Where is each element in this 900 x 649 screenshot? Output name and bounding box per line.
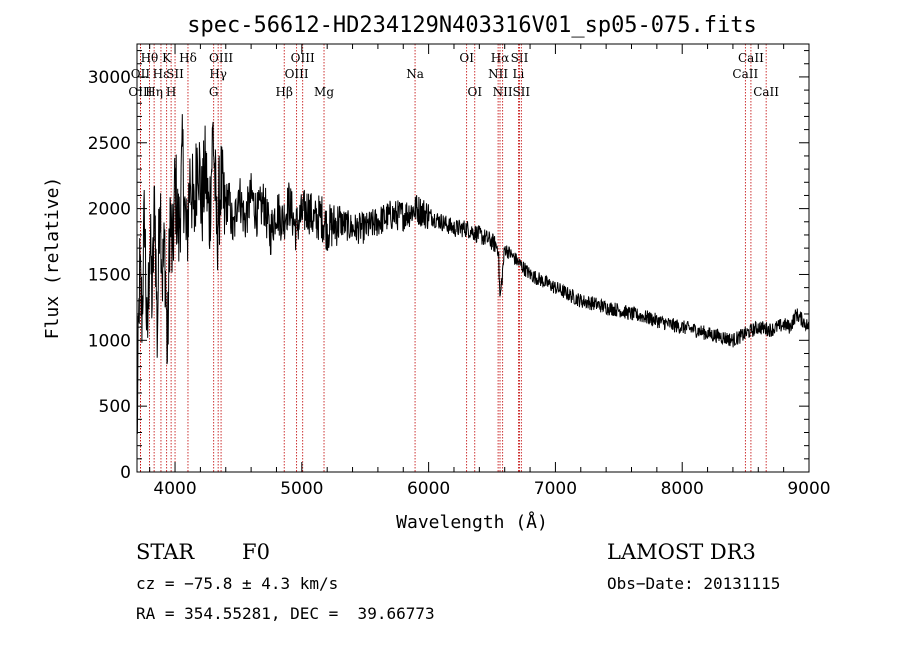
spectral-line-label: CaII: [732, 67, 758, 81]
survey-name: LAMOST DR3: [607, 540, 756, 564]
spectral-line-label: Hθ: [141, 51, 159, 65]
spectral-line-label: SII: [166, 67, 184, 81]
x-tick-label: 4000: [153, 479, 196, 499]
spectral-line-label: Hδ: [179, 51, 197, 65]
spectral-line-label: OIII: [291, 51, 315, 65]
spectral-line-label: Hγ: [209, 67, 227, 81]
x-axis-label: Wavelength (Å): [396, 511, 548, 533]
observation-date: Obs−Date: 20131115: [607, 574, 781, 593]
spectral-line-label: OIII: [128, 85, 152, 99]
spectrum-chart: spec-56612-HD234129N403316V01_sp05-075.f…: [42, 13, 831, 533]
spectral-line-label: Hβ: [276, 85, 293, 99]
plot-frame: [136, 43, 810, 473]
y-tick-label: 1500: [88, 265, 131, 285]
y-axis: 0 500 1000 1500 2000 2500 3000: [88, 50, 809, 483]
spectral-line-label: SII: [511, 51, 529, 65]
spectral-line-label: OIII: [285, 67, 309, 81]
spectral-line-label: SII: [512, 85, 530, 99]
x-tick-label: 8000: [661, 479, 704, 499]
x-axis: 4000 5000 6000 7000 8000 9000: [149, 44, 831, 499]
spectral-line-label: H: [166, 85, 176, 99]
spectral-line-label: G: [209, 85, 219, 99]
spectral-line-label: Hε: [153, 67, 170, 81]
y-tick-label: 500: [99, 397, 131, 417]
spectral-line-label: NII: [488, 67, 508, 81]
spectral-line-label: Na: [406, 67, 424, 81]
redshift-velocity: cz = −75.8 ± 4.3 km/s: [136, 574, 339, 593]
chart-title: spec-56612-HD234129N403316V01_sp05-075.f…: [187, 13, 757, 38]
spectral-line-label: K: [162, 51, 172, 65]
spectral-line-label: OIII: [209, 51, 233, 65]
spectral-line-label: CaII: [738, 51, 764, 65]
y-tick-label: 2000: [88, 200, 131, 220]
y-tick-label: 3000: [88, 68, 131, 88]
spectral-line-label: Hα: [491, 51, 510, 65]
spectral-line-label: Li: [512, 67, 524, 81]
flux-series-line: [136, 114, 810, 434]
spectral-line-label: CaII: [753, 85, 779, 99]
y-tick-label: 1000: [88, 331, 131, 351]
y-axis-label: Flux (relative): [42, 177, 63, 340]
x-tick-label: 9000: [787, 479, 830, 499]
spectral-line-label: NII: [493, 85, 513, 99]
spectral-line-label: OI: [459, 51, 474, 65]
spectral-line-label: Hη: [145, 85, 163, 99]
spectral-line-label: Mg: [314, 85, 334, 99]
x-tick-label: 6000: [407, 479, 450, 499]
y-tick-label: 2500: [88, 134, 131, 154]
x-tick-label: 7000: [534, 479, 577, 499]
x-tick-label: 5000: [280, 479, 323, 499]
coordinates: RA = 354.55281, DEC = 39.66773: [136, 604, 435, 623]
object-type: STAR: [136, 540, 195, 564]
y-tick-label: 0: [120, 463, 131, 483]
subclass: F0: [242, 540, 270, 564]
spectral-line-label: OI: [467, 85, 482, 99]
